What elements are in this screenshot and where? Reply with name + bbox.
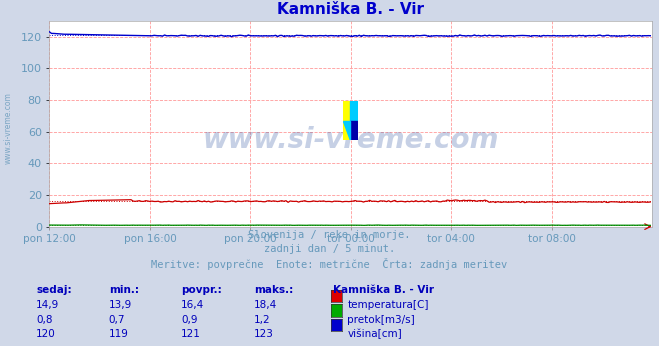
- Text: maks.:: maks.:: [254, 285, 293, 295]
- Text: Kamniška B. - Vir: Kamniška B. - Vir: [333, 285, 434, 295]
- Text: 18,4: 18,4: [254, 300, 277, 310]
- Text: 16,4: 16,4: [181, 300, 204, 310]
- Bar: [343, 101, 351, 120]
- Polygon shape: [343, 120, 351, 139]
- Text: pretok[m3/s]: pretok[m3/s]: [347, 315, 415, 325]
- Title: Kamniška B. - Vir: Kamniška B. - Vir: [277, 2, 424, 17]
- Text: min.:: min.:: [109, 285, 139, 295]
- Polygon shape: [343, 120, 351, 139]
- Text: 13,9: 13,9: [109, 300, 132, 310]
- Text: 0,7: 0,7: [109, 315, 125, 325]
- Text: 1,2: 1,2: [254, 315, 270, 325]
- Text: Slovenija / reke in morje.: Slovenija / reke in morje.: [248, 230, 411, 240]
- Text: 14,9: 14,9: [36, 300, 59, 310]
- Text: sedaj:: sedaj:: [36, 285, 72, 295]
- Text: povpr.:: povpr.:: [181, 285, 222, 295]
- Text: višina[cm]: višina[cm]: [347, 329, 402, 339]
- Text: 123: 123: [254, 329, 273, 339]
- Text: 0,9: 0,9: [181, 315, 198, 325]
- Bar: [351, 101, 358, 120]
- Text: 119: 119: [109, 329, 129, 339]
- Text: 120: 120: [36, 329, 56, 339]
- Text: 121: 121: [181, 329, 201, 339]
- Text: www.si-vreme.com: www.si-vreme.com: [203, 126, 499, 154]
- Text: temperatura[C]: temperatura[C]: [347, 300, 429, 310]
- Text: zadnji dan / 5 minut.: zadnji dan / 5 minut.: [264, 244, 395, 254]
- Bar: [351, 120, 358, 139]
- Text: 0,8: 0,8: [36, 315, 53, 325]
- Text: Meritve: povprečne  Enote: metrične  Črta: zadnja meritev: Meritve: povprečne Enote: metrične Črta:…: [152, 258, 507, 270]
- Text: www.si-vreme.com: www.si-vreme.com: [4, 92, 13, 164]
